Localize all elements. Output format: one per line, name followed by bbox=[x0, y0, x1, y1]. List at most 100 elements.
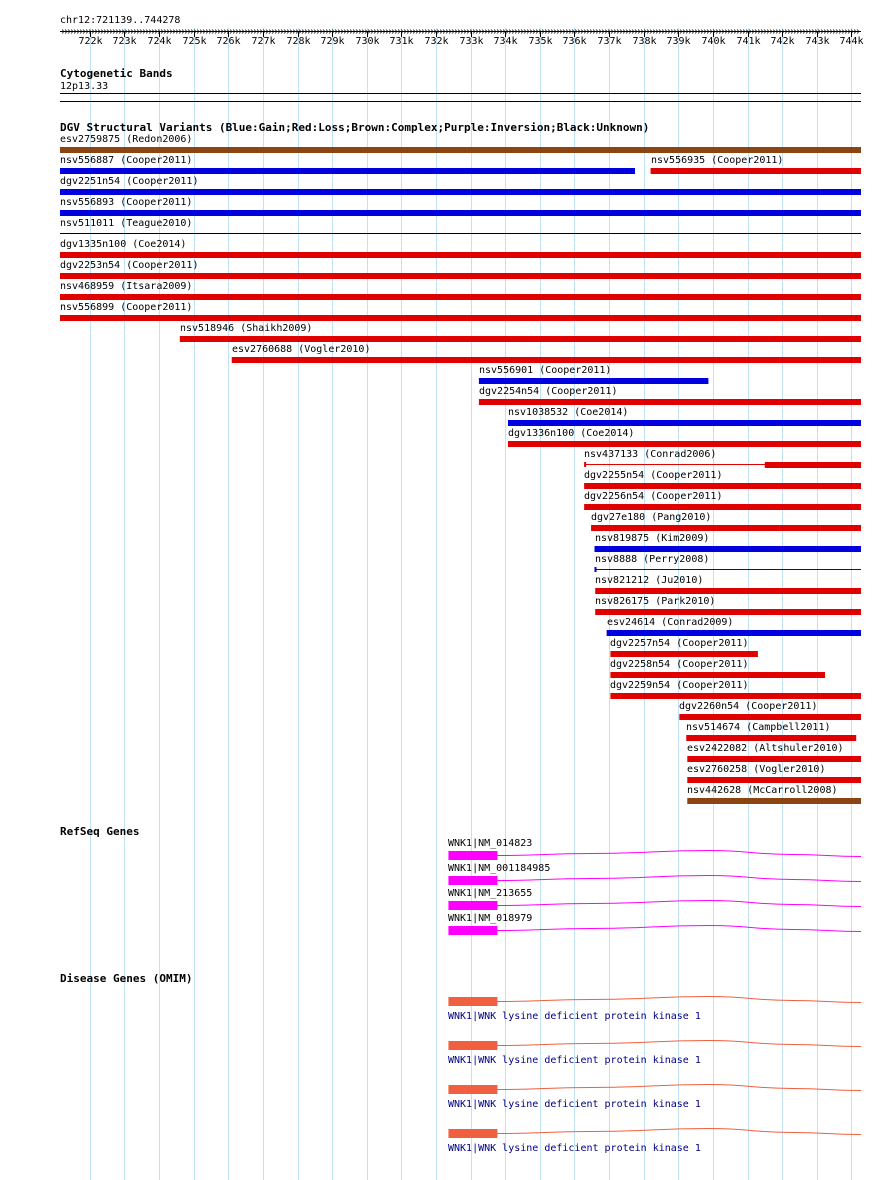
refseq-gene-label[interactable]: WNK1|NM_001184985 bbox=[448, 863, 551, 874]
variant-bar bbox=[60, 147, 861, 153]
variant-label[interactable]: nsv556893 (Cooper2011) bbox=[60, 197, 193, 208]
variant-label[interactable]: nsv511011 (Teague2010) bbox=[60, 218, 193, 229]
refseq-gene-label[interactable]: WNK1|NM_018979 bbox=[448, 913, 533, 924]
omim-gene-label[interactable]: WNK1|WNK lysine deficient protein kinase… bbox=[448, 1055, 701, 1066]
ruler-arrow bbox=[397, 29, 401, 34]
variant-label[interactable]: nsv437133 (Conrad2006) bbox=[584, 449, 717, 460]
ruler-arrow bbox=[292, 29, 296, 34]
ruler-arrow bbox=[373, 29, 377, 34]
ruler-arrow bbox=[409, 29, 413, 34]
variant-label[interactable]: nsv1038532 (Coe2014) bbox=[508, 407, 629, 418]
refseq-gene-intron bbox=[497, 874, 862, 882]
ruler-arrow bbox=[154, 29, 158, 34]
ruler-arrow bbox=[106, 29, 110, 34]
variant-label[interactable]: dgv2260n54 (Cooper2011) bbox=[679, 701, 818, 712]
ruler-tick-label: 733k bbox=[459, 36, 483, 47]
ruler-arrow bbox=[574, 29, 578, 34]
variant-label[interactable]: dgv27e180 (Pang2010) bbox=[591, 512, 712, 523]
ruler-arrow bbox=[136, 29, 140, 34]
ruler-arrow bbox=[85, 29, 89, 34]
variant-label[interactable]: nsv556935 (Cooper2011) bbox=[651, 155, 784, 166]
variant-label[interactable]: nsv556901 (Cooper2011) bbox=[479, 365, 612, 376]
ruler-arrow bbox=[673, 29, 677, 34]
ruler-arrow bbox=[316, 29, 320, 34]
ruler-arrow bbox=[490, 29, 494, 34]
variant-label[interactable]: nsv514674 (Campbell2011) bbox=[686, 722, 831, 733]
ruler-arrow bbox=[82, 29, 86, 34]
ruler-arrow bbox=[589, 29, 593, 34]
variant-label[interactable]: nsv556887 (Cooper2011) bbox=[60, 155, 193, 166]
variant-label[interactable]: dgv2251n54 (Cooper2011) bbox=[60, 176, 199, 187]
ruler-arrow bbox=[727, 29, 731, 34]
ruler-tick-label: 731k bbox=[389, 36, 413, 47]
variant-label[interactable]: dgv2255n54 (Cooper2011) bbox=[584, 470, 723, 481]
ruler-arrow bbox=[682, 29, 686, 34]
ruler-arrow bbox=[346, 29, 350, 34]
variant-bar bbox=[584, 462, 587, 467]
variant-label[interactable]: esv2760688 (Vogler2010) bbox=[232, 344, 371, 355]
variant-label[interactable]: nsv826175 (Park2010) bbox=[595, 596, 716, 607]
omim-gene-label[interactable]: WNK1|WNK lysine deficient protein kinase… bbox=[448, 1011, 701, 1022]
ruler-arrow bbox=[277, 29, 281, 34]
ruler-arrow bbox=[442, 29, 446, 34]
ruler-arrow bbox=[568, 29, 572, 34]
variant-label[interactable]: nsv8888 (Perry2008) bbox=[595, 554, 710, 565]
variant-label[interactable]: nsv442628 (McCarroll2008) bbox=[687, 785, 838, 796]
variant-bar bbox=[478, 378, 709, 384]
ruler-arrow bbox=[754, 29, 758, 34]
omim-gene-exon bbox=[448, 1085, 498, 1094]
variant-label[interactable]: esv2422082 (Altshuler2010) bbox=[687, 743, 844, 754]
variant-label[interactable]: nsv468959 (Itsara2009) bbox=[60, 281, 193, 292]
variant-label[interactable]: nsv821212 (Ju2010) bbox=[595, 575, 704, 586]
variant-label[interactable]: dgv1335n100 (Coe2014) bbox=[60, 239, 187, 250]
ruler-arrow bbox=[133, 29, 137, 34]
ruler-arrow bbox=[529, 29, 533, 34]
ruler-arrow bbox=[352, 29, 356, 34]
ruler-tick-label: 742k bbox=[770, 36, 794, 47]
variant-label[interactable]: dgv2254n54 (Cooper2011) bbox=[479, 386, 618, 397]
ruler-arrow bbox=[694, 29, 698, 34]
variant-label[interactable]: dgv2256n54 (Cooper2011) bbox=[584, 491, 723, 502]
ruler-arrow bbox=[796, 29, 800, 34]
variant-label[interactable]: nsv556899 (Cooper2011) bbox=[60, 302, 193, 313]
ruler-arrow bbox=[598, 29, 602, 34]
ruler-arrow bbox=[103, 29, 107, 34]
ruler-arrow bbox=[454, 29, 458, 34]
ruler-arrow bbox=[457, 29, 461, 34]
variant-label[interactable]: dgv1336n100 (Coe2014) bbox=[508, 428, 635, 439]
ruler-arrow bbox=[148, 29, 152, 34]
ruler-arrow bbox=[724, 29, 728, 34]
variant-label[interactable]: esv2759875 (Redon2006) bbox=[60, 134, 193, 145]
variant-label[interactable]: esv2760258 (Vogler2010) bbox=[687, 764, 826, 775]
variant-label[interactable]: dgv2253n54 (Cooper2011) bbox=[60, 260, 199, 271]
variant-label[interactable]: nsv819875 (Kim2009) bbox=[595, 533, 710, 544]
ruler-arrow bbox=[475, 29, 479, 34]
ruler-arrow bbox=[370, 29, 374, 34]
ruler-arrow bbox=[526, 29, 530, 34]
ruler-arrow bbox=[229, 29, 233, 34]
variant-label[interactable]: esv24614 (Conrad2009) bbox=[607, 617, 734, 628]
variant-bar bbox=[610, 672, 826, 678]
omim-gene-label[interactable]: WNK1|WNK lysine deficient protein kinase… bbox=[448, 1099, 701, 1110]
variant-bar bbox=[60, 168, 636, 174]
variant-label[interactable]: dgv2258n54 (Cooper2011) bbox=[610, 659, 749, 670]
ruler-arrow bbox=[163, 29, 167, 34]
ruler-arrow bbox=[91, 29, 95, 34]
ruler-arrow bbox=[151, 29, 155, 34]
refseq-gene-label[interactable]: WNK1|NM_014823 bbox=[448, 838, 533, 849]
ruler-arrow bbox=[700, 29, 704, 34]
ruler-arrow bbox=[715, 29, 719, 34]
ruler-arrow bbox=[340, 29, 344, 34]
omim-gene-exon bbox=[448, 1129, 498, 1138]
ruler-arrow bbox=[544, 29, 548, 34]
ruler-tick-label: 740k bbox=[701, 36, 725, 47]
variant-label[interactable]: dgv2257n54 (Cooper2011) bbox=[610, 638, 749, 649]
variant-bar bbox=[60, 210, 861, 216]
ruler-arrow bbox=[235, 29, 239, 34]
omim-gene-label[interactable]: WNK1|WNK lysine deficient protein kinase… bbox=[448, 1143, 701, 1154]
ruler-arrow bbox=[430, 29, 434, 34]
variant-label[interactable]: dgv2259n54 (Cooper2011) bbox=[610, 680, 749, 691]
variant-label[interactable]: nsv518946 (Shaikh2009) bbox=[180, 323, 313, 334]
refseq-gene-label[interactable]: WNK1|NM_213655 bbox=[448, 888, 533, 899]
